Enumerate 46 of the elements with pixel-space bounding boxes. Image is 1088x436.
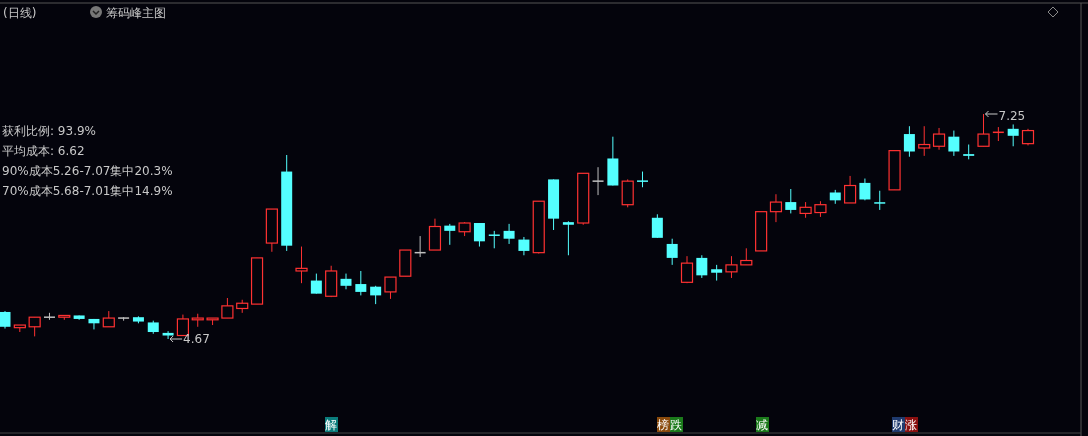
candlestick xyxy=(162,330,174,340)
candlestick xyxy=(473,222,485,248)
candlestick xyxy=(680,255,694,284)
candlestick xyxy=(1007,123,1019,147)
text: 财涨 xyxy=(892,418,918,432)
candlestick xyxy=(903,125,915,158)
candlestick xyxy=(918,125,931,157)
annotation: 4.67 xyxy=(183,332,210,346)
annotation: 平均成本: 6.62 xyxy=(2,144,85,158)
candlestick xyxy=(562,220,574,256)
candlestick xyxy=(28,316,41,337)
text: 减 xyxy=(756,418,769,432)
text: 榜跌 xyxy=(657,418,683,432)
chart-title: (日线) xyxy=(3,6,37,20)
candlestick xyxy=(621,178,634,208)
candlestick xyxy=(370,285,382,305)
candlestick xyxy=(785,188,797,214)
annotation: 7.25 xyxy=(998,109,1026,123)
candlestick xyxy=(948,130,960,157)
candlestick xyxy=(295,246,308,284)
candlestick xyxy=(725,255,738,279)
candlestick xyxy=(651,213,663,239)
candlestick xyxy=(769,193,783,223)
candlestick xyxy=(696,254,708,279)
candlestick xyxy=(355,270,367,296)
candlestick xyxy=(310,273,322,295)
candlestick xyxy=(859,178,871,201)
text: 解 xyxy=(325,418,338,432)
candlestick xyxy=(221,297,234,319)
candlestick xyxy=(873,190,886,211)
chart-subtitle: 筹码峰主图 xyxy=(106,6,166,20)
annotation: 70%成本5.68-7.01集中14.9% xyxy=(2,184,173,198)
candlestick xyxy=(932,127,946,151)
annotation: 获利比例: 93.9% xyxy=(2,124,96,138)
candlestick xyxy=(384,276,397,300)
candlestick xyxy=(977,113,990,147)
candlestick xyxy=(428,218,442,251)
candlestick xyxy=(843,175,857,204)
candlestick xyxy=(503,223,515,245)
candlestick xyxy=(518,236,530,256)
candlestick xyxy=(340,273,352,290)
candlestick xyxy=(88,318,100,330)
annotation: 90%成本5.26-7.07集中20.3% xyxy=(2,164,173,178)
candlestick xyxy=(591,166,605,196)
candlestick xyxy=(444,223,456,246)
candlestick xyxy=(666,238,678,266)
